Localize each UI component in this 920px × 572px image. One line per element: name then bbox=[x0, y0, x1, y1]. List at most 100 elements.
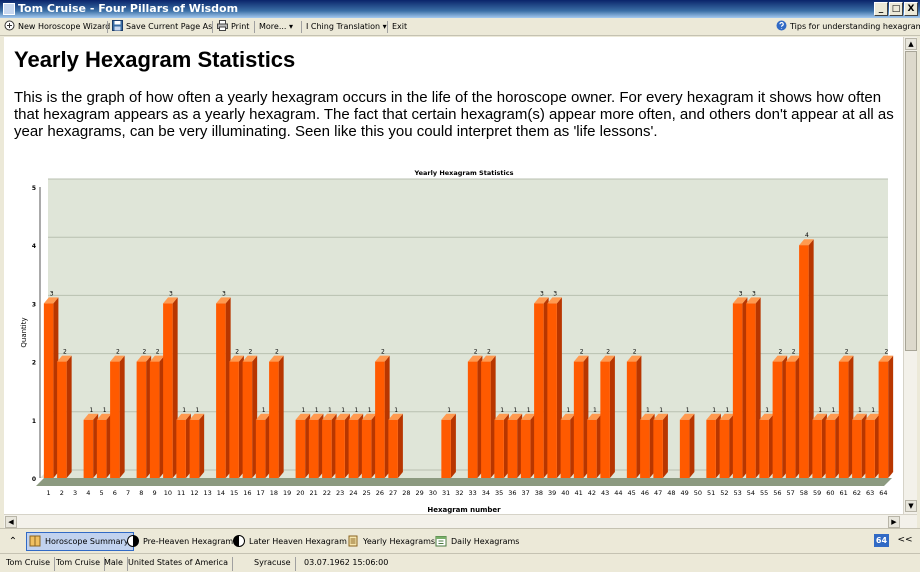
book-icon bbox=[29, 535, 41, 547]
horizontal-scrollbar[interactable]: ◀ ▶ bbox=[4, 514, 917, 528]
bar-top bbox=[295, 413, 311, 420]
bar bbox=[746, 303, 756, 478]
scroll-right-icon[interactable]: ▶ bbox=[888, 516, 900, 528]
bar bbox=[335, 419, 345, 478]
bar-top bbox=[587, 413, 602, 420]
more-menu-button[interactable]: More... ▾ bbox=[259, 20, 293, 35]
bar-top bbox=[573, 355, 589, 362]
bar-top bbox=[255, 413, 271, 420]
y-tick-label: 5 bbox=[32, 185, 36, 192]
y-axis-title: Quantity bbox=[20, 317, 28, 347]
help-icon bbox=[776, 20, 787, 31]
iching-translation-dropdown[interactable]: I Ching Translation ▾ bbox=[306, 20, 387, 35]
bar-side bbox=[199, 413, 205, 478]
bar-side bbox=[397, 413, 403, 478]
tab-label: Later Heaven Hexagram bbox=[249, 537, 347, 546]
bar bbox=[573, 361, 584, 478]
exit-button[interactable]: Exit bbox=[392, 20, 407, 35]
tips-label: Tips for understanding hexagrams bbox=[790, 22, 920, 31]
x-tick-label: 39 bbox=[548, 489, 556, 497]
x-tick-label: 47 bbox=[654, 489, 662, 497]
scroll-thumb[interactable] bbox=[905, 51, 917, 351]
collapse-panel-button[interactable]: << bbox=[897, 535, 913, 545]
data-label: 1 bbox=[831, 407, 835, 414]
data-label: 3 bbox=[752, 290, 756, 297]
maximize-button[interactable]: □ bbox=[889, 2, 903, 16]
app-icon bbox=[3, 3, 15, 15]
data-label: 1 bbox=[527, 407, 531, 414]
scroll-down-icon[interactable]: ▼ bbox=[905, 500, 917, 512]
scroll-left-icon[interactable]: ◀ bbox=[5, 516, 17, 528]
x-tick-label: 7 bbox=[126, 489, 130, 497]
status-gender: Male bbox=[104, 557, 128, 571]
x-tick-label: 37 bbox=[521, 489, 529, 497]
tab-pre-heaven-hexagram[interactable]: Pre-Heaven Hexagram bbox=[124, 532, 238, 551]
save-page-button[interactable]: Save Current Page As bbox=[112, 20, 212, 35]
bar bbox=[322, 419, 332, 478]
tab-later-heaven-hexagram[interactable]: Later Heaven Hexagram bbox=[230, 532, 352, 551]
bar-top bbox=[149, 355, 165, 362]
y-tick-label: 4 bbox=[32, 243, 36, 250]
bar-top bbox=[640, 413, 655, 420]
data-label: 1 bbox=[566, 407, 570, 414]
expand-panel-button[interactable]: ⌃ bbox=[8, 536, 18, 547]
x-tick-label: 42 bbox=[588, 489, 596, 497]
x-tick-label: 13 bbox=[203, 489, 211, 497]
vertical-scrollbar[interactable]: ▲ ▼ bbox=[903, 37, 917, 514]
data-label: 2 bbox=[792, 349, 796, 356]
data-label: 2 bbox=[845, 349, 849, 356]
tab-horoscope-summary[interactable]: Horoscope Summary bbox=[26, 532, 134, 551]
bar bbox=[600, 361, 610, 478]
bar-top bbox=[547, 297, 562, 304]
data-label: 1 bbox=[818, 407, 822, 414]
data-label: 2 bbox=[381, 349, 385, 356]
data-label: 1 bbox=[725, 407, 729, 414]
window-titlebar: Tom Cruise - Four Pillars of Wisdom _ □ … bbox=[0, 0, 920, 18]
x-tick-label: 9 bbox=[153, 489, 157, 497]
data-label: 3 bbox=[50, 290, 54, 297]
wizard-icon bbox=[4, 20, 15, 31]
bar-top bbox=[83, 413, 99, 420]
bar-top bbox=[269, 355, 284, 362]
x-tick-label: 25 bbox=[362, 489, 370, 497]
bar bbox=[732, 303, 743, 478]
print-button[interactable]: Print bbox=[217, 20, 249, 35]
y-tick-label: 2 bbox=[32, 360, 36, 367]
bar-top bbox=[679, 413, 695, 420]
x-tick-label: 20 bbox=[296, 489, 304, 497]
status-country: United States of America bbox=[128, 557, 233, 571]
tips-link[interactable]: Tips for understanding hexagrams bbox=[776, 20, 920, 35]
scroll-up-icon[interactable]: ▲ bbox=[905, 38, 917, 50]
new-horoscope-wizard-button[interactable]: New Horoscope Wizard bbox=[4, 20, 110, 35]
y-tick-label: 0 bbox=[32, 476, 36, 483]
x-tick-label: 44 bbox=[614, 489, 622, 497]
data-label: 1 bbox=[686, 407, 690, 414]
x-tick-label: 22 bbox=[323, 489, 331, 497]
data-label: 1 bbox=[447, 407, 451, 414]
data-label: 2 bbox=[63, 349, 67, 356]
minimize-button[interactable]: _ bbox=[874, 2, 888, 16]
tab-yearly-hexagrams[interactable]: Yearly Hexagrams bbox=[344, 532, 440, 551]
bar-top bbox=[229, 355, 244, 362]
data-label: 2 bbox=[235, 349, 239, 356]
x-tick-label: 56 bbox=[773, 489, 781, 497]
close-button[interactable]: X bbox=[904, 2, 918, 16]
x-tick-label: 12 bbox=[190, 489, 198, 497]
data-label: 2 bbox=[275, 349, 279, 356]
bar-top bbox=[799, 239, 814, 246]
bar-top bbox=[812, 413, 827, 420]
x-tick-label: 43 bbox=[601, 489, 609, 497]
data-label: 2 bbox=[116, 349, 120, 356]
x-tick-label: 46 bbox=[641, 489, 649, 497]
toolbar-separator bbox=[254, 21, 255, 33]
data-label: 3 bbox=[169, 290, 173, 297]
bar-top bbox=[759, 413, 774, 420]
bar bbox=[96, 419, 107, 478]
tab-label: Daily Hexagrams bbox=[451, 537, 520, 546]
bar-top bbox=[136, 355, 152, 362]
data-label: 1 bbox=[103, 407, 107, 414]
tab-daily-hexagrams[interactable]: Daily Hexagrams bbox=[432, 532, 524, 551]
status-bar: Tom Cruise Tom Cruise Male United States… bbox=[0, 553, 920, 572]
bar bbox=[865, 419, 875, 478]
data-label: 1 bbox=[513, 407, 517, 414]
